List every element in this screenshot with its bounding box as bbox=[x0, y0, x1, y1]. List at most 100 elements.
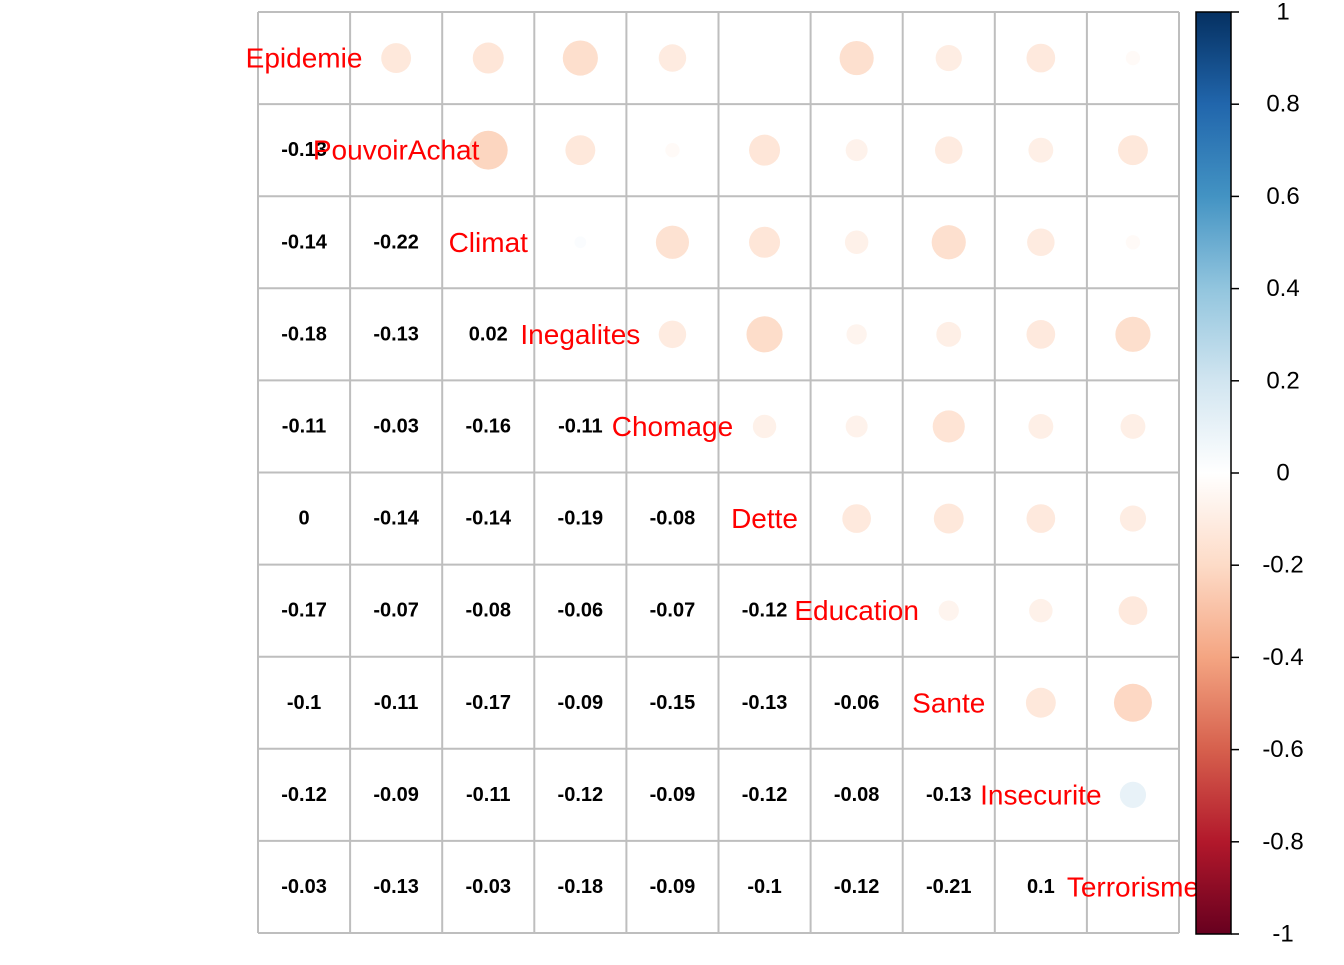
correlation-value: -0.03 bbox=[465, 876, 511, 898]
correlation-value: -0.18 bbox=[558, 876, 604, 898]
correlation-value: -0.13 bbox=[373, 323, 419, 345]
correlation-value: -0.17 bbox=[465, 692, 511, 714]
correlation-glyphs bbox=[381, 40, 1152, 808]
correlation-value: 0 bbox=[298, 508, 309, 530]
correlation-circle-Climat-Dette bbox=[749, 226, 781, 258]
correlation-circle-Sante-Terrorisme bbox=[1113, 683, 1152, 722]
variable-labels: -0.13 -0.14 -0.22 -0.18 -0.13 0.02 -0.11 -0.03 -… bbox=[246, 43, 1199, 903]
correlation-circle-Epidemie-Insecurite bbox=[1026, 43, 1056, 73]
correlation-circle-PouvoirAchat-Insecurite bbox=[1028, 137, 1054, 163]
legend-tick-label: -0.4 bbox=[1262, 644, 1303, 671]
legend-tick-label: -0.6 bbox=[1262, 736, 1303, 763]
correlation-circle-Inegalites-Terrorisme bbox=[1115, 316, 1151, 352]
correlation-value: 0.02 bbox=[469, 323, 508, 345]
correlation-value: -0.11 bbox=[466, 784, 510, 806]
correlation-circle-Epidemie-Inegalites bbox=[562, 40, 598, 76]
legend-tick-label: 1 bbox=[1276, 0, 1289, 26]
legend-tick-label: 0.4 bbox=[1266, 275, 1299, 302]
correlation-value: -0.11 bbox=[374, 692, 418, 714]
correlation-circle-PouvoirAchat-Chomage bbox=[665, 142, 680, 158]
variable-label-chomage: Chomage bbox=[612, 411, 733, 442]
correlation-circle-Chomage-Sante bbox=[932, 410, 965, 443]
correlation-circle-Chomage-Insecurite bbox=[1028, 414, 1054, 439]
correlation-value: -0.11 bbox=[558, 415, 602, 437]
correlation-circle-Dette-Education bbox=[842, 504, 872, 533]
legend-tick-label: 0.8 bbox=[1266, 91, 1299, 118]
correlation-circle-Inegalites-Sante bbox=[936, 321, 962, 347]
correlation-value: -0.13 bbox=[373, 876, 419, 898]
correlation-value: -0.09 bbox=[650, 784, 696, 806]
correlation-value: -0.13 bbox=[742, 692, 788, 714]
correlation-value: -0.12 bbox=[834, 876, 880, 898]
legend-tick-label: 0.6 bbox=[1266, 183, 1299, 210]
correlation-value: -0.06 bbox=[558, 600, 604, 622]
correlation-value: -0.13 bbox=[926, 784, 972, 806]
correlation-value: -0.18 bbox=[281, 323, 327, 345]
correlation-circle-Chomage-Terrorisme bbox=[1120, 414, 1146, 439]
correlation-circle-Inegalites-Insecurite bbox=[1026, 319, 1056, 349]
correlation-value: -0.22 bbox=[373, 231, 419, 253]
correlation-circle-Dette-Insecurite bbox=[1026, 504, 1056, 533]
correlation-value: -0.13 bbox=[281, 139, 327, 161]
correlation-circle-Climat-Chomage bbox=[655, 225, 690, 259]
correlation-circle-PouvoirAchat-Dette bbox=[749, 134, 781, 166]
correlation-value: -0.07 bbox=[650, 600, 696, 622]
correlation-circle-Climat-Inegalites bbox=[574, 236, 587, 249]
variable-label-sante: Sante bbox=[912, 687, 985, 718]
correlation-circle-PouvoirAchat-Climat bbox=[468, 130, 508, 170]
color-legend-bar bbox=[1195, 11, 1232, 935]
correlation-value: -0.1 bbox=[747, 876, 781, 898]
correlation-value: -0.14 bbox=[281, 231, 327, 253]
correlation-circle-Climat-Education bbox=[844, 230, 869, 254]
correlation-circle-PouvoirAchat-Terrorisme bbox=[1118, 135, 1148, 166]
correlation-value: -0.19 bbox=[558, 508, 604, 530]
correlation-circle-Chomage-Dette bbox=[752, 414, 777, 439]
correlation-value: -0.09 bbox=[558, 692, 604, 714]
correlation-circle-Inegalites-Chomage bbox=[658, 320, 687, 349]
legend-tick-label: -0.8 bbox=[1262, 828, 1303, 855]
correlation-value: -0.03 bbox=[373, 415, 419, 437]
correlation-value: -0.14 bbox=[465, 508, 511, 530]
correlation-value: -0.09 bbox=[650, 876, 696, 898]
correlation-value: 0.1 bbox=[1027, 876, 1055, 898]
variable-label-pouvoirachat: PouvoirAchat bbox=[313, 135, 480, 166]
variable-label-education: Education bbox=[794, 595, 919, 626]
variable-label-climat: Climat bbox=[449, 227, 529, 258]
correlation-value: -0.07 bbox=[373, 600, 419, 622]
grid-lines bbox=[257, 11, 1180, 934]
correlation-value: -0.06 bbox=[834, 692, 880, 714]
correlation-value: -0.1 bbox=[287, 692, 321, 714]
correlation-circle-Climat-Insecurite bbox=[1027, 228, 1055, 256]
correlation-value: -0.17 bbox=[281, 600, 327, 622]
correlation-value: -0.12 bbox=[558, 784, 604, 806]
correlation-value: -0.12 bbox=[281, 784, 327, 806]
correlation-circle-Epidemie-Chomage bbox=[658, 44, 687, 72]
correlation-circle-PouvoirAchat-Education bbox=[845, 139, 868, 162]
correlation-circle-Education-Insecurite bbox=[1029, 598, 1053, 623]
correlation-value: -0.09 bbox=[373, 784, 419, 806]
correlation-circle-Climat-Terrorisme bbox=[1125, 235, 1141, 250]
correlation-value: -0.15 bbox=[650, 692, 696, 714]
variable-label-dette: Dette bbox=[731, 503, 798, 534]
correlation-value: -0.16 bbox=[465, 415, 511, 437]
correlation-circle-PouvoirAchat-Inegalites bbox=[565, 135, 596, 166]
correlation-circle-Education-Terrorisme bbox=[1118, 596, 1148, 626]
correlation-circle-Dette-Terrorisme bbox=[1119, 505, 1147, 532]
correlation-circle-Sante-Insecurite bbox=[1025, 687, 1056, 718]
variable-label-inegalites: Inegalites bbox=[520, 319, 640, 350]
legend-tick-label: -0.2 bbox=[1262, 552, 1303, 579]
legend-tick-label: 0.2 bbox=[1266, 367, 1299, 394]
correlation-value: -0.11 bbox=[282, 415, 326, 437]
legend-tick-label: 0 bbox=[1276, 460, 1289, 487]
correlation-value: -0.08 bbox=[650, 508, 696, 530]
correlation-circle-Insecurite-Terrorisme bbox=[1119, 781, 1147, 808]
correlation-circle-PouvoirAchat-Sante bbox=[935, 136, 963, 164]
legend-tick-label: -1 bbox=[1272, 921, 1293, 948]
correlation-value: -0.03 bbox=[281, 876, 327, 898]
variable-label-insecurite: Insecurite bbox=[980, 779, 1101, 810]
correlation-circle-Inegalites-Dette bbox=[746, 316, 783, 353]
correlation-circle-Epidemie-Terrorisme bbox=[1125, 50, 1141, 66]
correlation-circle-Education-Sante bbox=[938, 600, 959, 621]
